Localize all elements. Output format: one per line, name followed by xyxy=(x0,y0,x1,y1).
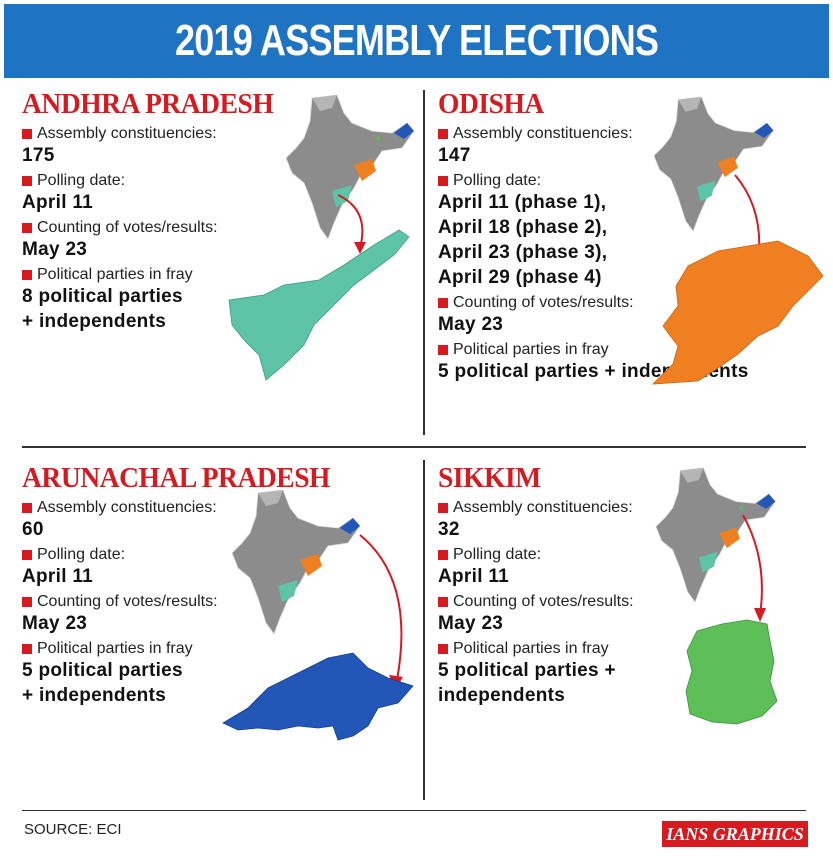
state-name: ARUNACHAL PRADESH xyxy=(22,462,331,494)
polling-phase-3: April 23 (phase 3), xyxy=(438,242,608,263)
title-bar: 2019 ASSEMBLY ELECTIONS xyxy=(4,4,829,78)
odisha-map-icon xyxy=(651,240,824,385)
polling-label: Polling date: xyxy=(22,172,422,190)
brand-logo: IANS GRAPHICS xyxy=(662,821,808,847)
parties-value-line2: + independents xyxy=(22,311,167,332)
polling-label: Polling date: xyxy=(438,172,818,190)
polling-value: April 11 xyxy=(438,566,510,587)
india-map-icon xyxy=(231,489,361,635)
india-map-icon xyxy=(285,94,415,240)
polling-value: April 11 xyxy=(22,192,94,213)
parties-value-line2: + independents xyxy=(22,685,167,706)
bullet-square-icon xyxy=(438,644,448,654)
bullet-square-icon xyxy=(22,176,32,186)
panel-arunachal-pradesh: ARUNACHAL PRADESH Assembly constituencie… xyxy=(22,462,422,708)
constituencies-label: Assembly constituencies: xyxy=(438,125,818,143)
arrow-icon xyxy=(337,194,366,254)
bullet-square-icon xyxy=(22,503,32,513)
parties-label: Political parties in fray xyxy=(22,266,422,284)
bullet-square-icon xyxy=(438,298,448,308)
footer-divider xyxy=(22,810,806,811)
sikkim-map-icon xyxy=(685,619,778,725)
polling-label: Polling date: xyxy=(22,546,422,564)
vertical-divider-bottom xyxy=(423,460,425,800)
horizontal-divider xyxy=(22,446,806,448)
parties-label: Political parties in fray xyxy=(438,640,818,658)
parties-value-line1: 8 political parties xyxy=(22,286,183,307)
polling-label: Polling date: xyxy=(438,546,818,564)
state-name: ANDHRA PRADESH xyxy=(22,88,274,120)
polling-phase-4: April 29 (phase 4) xyxy=(438,267,602,288)
polling-value: April 11 xyxy=(22,566,94,587)
polling-phase-2: April 18 (phase 2), xyxy=(438,217,608,238)
counting-label: Counting of votes/results: xyxy=(22,219,422,237)
parties-value-line2: independents xyxy=(438,685,566,706)
counting-value: May 23 xyxy=(438,613,504,634)
vertical-divider-top xyxy=(423,90,425,435)
counting-label: Counting of votes/results: xyxy=(438,593,818,611)
bullet-square-icon xyxy=(22,550,32,560)
bullet-square-icon xyxy=(22,223,32,233)
state-name: ODISHA xyxy=(438,88,544,120)
panel-odisha: ODISHA Assembly constituencies: 147 Poll… xyxy=(438,88,818,384)
india-map-icon xyxy=(655,467,776,604)
andhra-pradesh-map-icon xyxy=(228,229,410,381)
counting-label: Counting of votes/results: xyxy=(438,294,818,312)
panel-andhra-pradesh: ANDHRA PRADESH Assembly constituencies: … xyxy=(22,88,422,334)
bullet-square-icon xyxy=(22,270,32,280)
constituencies-label: Assembly constituencies: xyxy=(22,499,422,517)
india-map-icon xyxy=(653,96,774,233)
constituencies-value: 175 xyxy=(22,145,55,166)
parties-label: Political parties in fray xyxy=(438,341,818,359)
counting-label: Counting of votes/results: xyxy=(22,593,422,611)
bullet-square-icon xyxy=(438,129,448,139)
parties-label: Political parties in fray xyxy=(22,640,422,658)
arrow-icon xyxy=(742,514,766,622)
bullet-square-icon xyxy=(438,345,448,355)
constituencies-label: Assembly constituencies: xyxy=(22,125,422,143)
bullet-square-icon xyxy=(438,550,448,560)
bullet-square-icon xyxy=(438,176,448,186)
bullet-square-icon xyxy=(22,597,32,607)
state-name: SIKKIM xyxy=(438,462,541,494)
counting-value: May 23 xyxy=(438,314,504,335)
arunachal-pradesh-map-icon xyxy=(222,652,414,741)
polling-phase-1: April 11 (phase 1), xyxy=(438,192,607,213)
bullet-square-icon xyxy=(438,597,448,607)
page-title: 2019 ASSEMBLY ELECTIONS xyxy=(174,16,659,65)
source-note: SOURCE: ECI xyxy=(24,821,122,838)
counting-value: May 23 xyxy=(22,239,88,260)
parties-value-line1: 5 political parties + xyxy=(438,660,616,681)
bullet-square-icon xyxy=(438,503,448,513)
constituencies-value: 60 xyxy=(22,519,44,540)
parties-value-line1: 5 political parties xyxy=(22,660,183,681)
bullet-square-icon xyxy=(22,129,32,139)
constituencies-value: 32 xyxy=(438,519,460,540)
constituencies-value: 147 xyxy=(438,145,471,166)
panel-sikkim: SIKKIM Assembly constituencies: 32 Polli… xyxy=(438,462,818,708)
constituencies-label: Assembly constituencies: xyxy=(438,499,818,517)
bullet-square-icon xyxy=(22,644,32,654)
counting-value: May 23 xyxy=(22,613,88,634)
